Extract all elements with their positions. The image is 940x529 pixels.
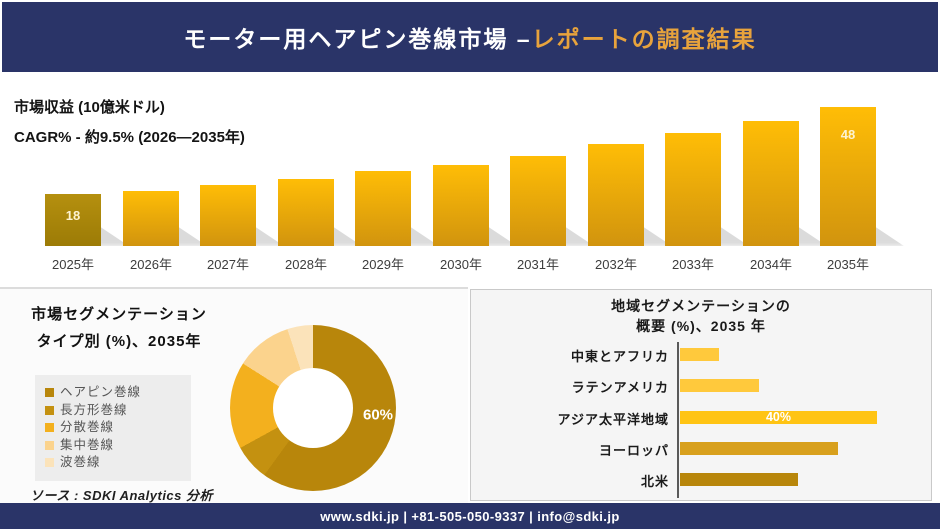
legend-label: 集中巻線 (60, 437, 115, 452)
region-chart-title-line1: 地域セグメンテーションの (611, 298, 791, 314)
region-bar (680, 348, 719, 361)
revenue-bar-value: 48 (840, 127, 856, 142)
region-category-label: アジア太平洋地域 (557, 412, 669, 427)
region-bar (680, 442, 838, 455)
revenue-bar (665, 133, 721, 246)
report-header-banner: モーター用ヘアピン巻線市場 –レポートの調査結果 (2, 2, 938, 72)
legend-item: 集中巻線 (45, 437, 181, 455)
x-axis-tick-label: 2032年 (595, 257, 637, 272)
region-category-label: 中東とアフリカ (570, 349, 669, 364)
revenue-bar-value: 18 (65, 208, 81, 223)
region-category-label: 北米 (640, 474, 669, 489)
type-chart-title: 市場セグメンテーション タイプ別 (%)、2035年 (5, 301, 233, 355)
x-axis-tick-label: 2025年 (52, 257, 94, 272)
region-bar (680, 473, 798, 486)
revenue-bar (355, 171, 411, 246)
cagr-label: CAGR% - 約9.5% (2026―2035年) (14, 129, 245, 146)
revenue-bar (123, 191, 179, 246)
region-chart-title: 地域セグメンテーションの 概要 (%)、2035 年 (471, 296, 931, 337)
page-title-accent: レポートの調査結果 (531, 26, 757, 52)
region-bar-chart: 中東とアフリカ ラテンアメリカアジア太平洋地域 40% ヨーロッパ北米 (471, 290, 931, 500)
revenue-bar-chart: 18 2025年 2026年 2027年 2028年 2029年 2030年 2031年 203… (0, 72, 940, 287)
legend-label: 長方形巻線 (60, 402, 128, 417)
region-category-label: ヨーロッパ (598, 443, 669, 458)
legend-label: 波巻線 (60, 455, 101, 469)
region-segmentation-panel: 地域セグメンテーションの 概要 (%)、2035 年 中東とアフリカ ラテンアメリ… (470, 289, 932, 501)
region-chart-axis (677, 342, 679, 498)
type-chart-title-line1: 市場セグメンテーション (31, 306, 207, 323)
x-axis-tick-label: 2027年 (207, 257, 249, 272)
region-bar-value: 40% (765, 410, 792, 424)
type-legend: ヘアピン巻線 長方形巻線分散巻線集中巻線波巻線 (35, 375, 191, 481)
revenue-bar: 18 (45, 194, 101, 246)
legend-item: 波巻線 (45, 454, 181, 472)
footer-bar: www.sdki.jp | +81-505-050-9337 | info@sd… (0, 503, 940, 529)
page-title: モーター用ヘアピン巻線市場 –レポートの調査結果 (183, 20, 756, 54)
source-note: ソース : SDKI Analytics 分析 (30, 488, 214, 503)
legend-item: ヘアピン巻線 (45, 384, 181, 402)
legend-swatch-icon (45, 458, 54, 468)
legend-label: ヘアピン巻線 (60, 385, 142, 399)
type-chart-title-line2: タイプ別 (%)、2035年 (36, 333, 202, 350)
revenue-bar: 48 (820, 107, 876, 246)
legend-swatch-icon (45, 423, 54, 433)
legend-swatch-icon (45, 405, 54, 415)
legend-item: 分散巻線 (45, 419, 181, 437)
x-axis-tick-label: 2034年 (750, 257, 792, 272)
footer-contact: www.sdki.jp | +81-505-050-9337 | info@sd… (320, 508, 620, 524)
x-axis-tick-label: 2029年 (362, 257, 404, 272)
region-bar (680, 379, 759, 392)
region-chart-title-line2: 概要 (%)、2035 年 (636, 318, 766, 335)
revenue-bar (278, 179, 334, 246)
type-donut-chart: 60% (230, 325, 396, 491)
revenue-chart-section: 市場収益 (10億米ドル) CAGR% - 約9.5% (2026―2035年)… (0, 72, 940, 287)
legend-swatch-icon (45, 388, 54, 398)
revenue-bar (588, 144, 644, 246)
revenue-bar (433, 165, 489, 246)
revenue-metric-label: 市場収益 (10億米ドル) (14, 99, 165, 116)
legend-label: 分散巻線 (60, 420, 115, 434)
page-title-main: モーター用ヘアピン巻線市場 – (183, 26, 532, 52)
revenue-bar (510, 156, 566, 246)
x-axis-tick-label: 2031年 (517, 257, 559, 272)
x-axis-tick-label: 2026年 (130, 257, 172, 272)
x-axis-tick-label: 2035年 (827, 257, 869, 272)
revenue-bar (743, 121, 799, 246)
revenue-bar (200, 185, 256, 246)
type-segmentation-panel: 市場セグメンテーション タイプ別 (%)、2035年 ヘアピン巻線 長方形巻線分散… (0, 287, 468, 503)
region-bar: 40% (680, 411, 877, 424)
x-axis-tick-label: 2030年 (440, 257, 482, 272)
donut-slice-label: 60% (362, 406, 394, 424)
x-axis-tick-label: 2028年 (285, 257, 327, 272)
region-category-label: ラテンアメリカ (571, 380, 669, 395)
x-axis-tick-label: 2033年 (672, 257, 714, 272)
legend-item: 長方形巻線 (45, 402, 181, 420)
legend-swatch-icon (45, 440, 54, 450)
